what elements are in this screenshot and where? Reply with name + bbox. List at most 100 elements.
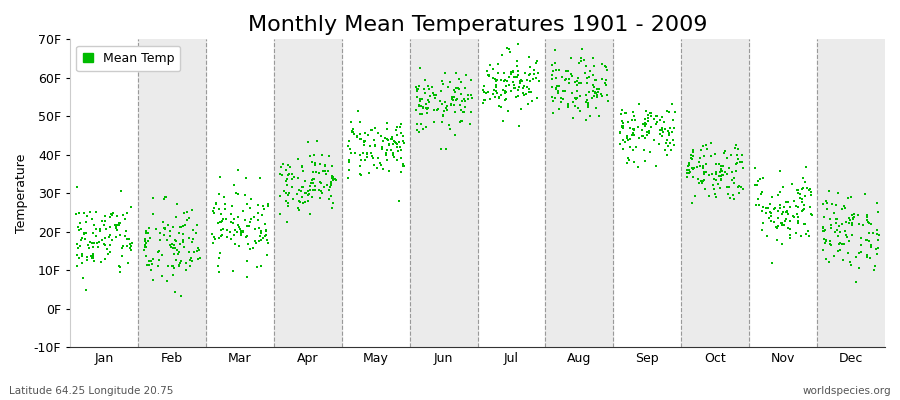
Point xyxy=(697,153,711,160)
Point xyxy=(598,80,613,86)
Point xyxy=(506,68,520,74)
Point xyxy=(248,213,262,220)
Point xyxy=(628,144,643,150)
Point xyxy=(522,86,536,93)
Point xyxy=(296,200,310,206)
Point xyxy=(457,98,472,104)
Point xyxy=(756,175,770,181)
Point xyxy=(341,175,356,182)
Point xyxy=(570,78,584,84)
Point xyxy=(661,128,675,134)
Point xyxy=(370,165,384,171)
Point xyxy=(554,95,569,101)
Point xyxy=(591,89,606,95)
Point xyxy=(684,152,698,159)
Point xyxy=(482,71,496,78)
Point xyxy=(638,116,652,122)
Point xyxy=(588,93,602,100)
Point xyxy=(501,82,516,88)
Point xyxy=(191,256,205,262)
Point xyxy=(579,63,593,69)
Point xyxy=(835,206,850,212)
Point xyxy=(450,96,464,102)
Point xyxy=(716,150,731,156)
Point xyxy=(524,88,538,95)
Point xyxy=(871,244,886,251)
Point xyxy=(624,124,638,131)
Point xyxy=(626,109,640,116)
Point xyxy=(824,201,839,208)
Point xyxy=(816,228,831,234)
Point xyxy=(248,226,263,232)
Point xyxy=(238,192,252,198)
Point xyxy=(428,95,442,101)
Point xyxy=(396,163,410,170)
Point xyxy=(362,170,376,176)
Point xyxy=(517,84,531,91)
Point xyxy=(281,200,295,206)
Point xyxy=(98,255,112,262)
Point xyxy=(786,213,800,220)
Point xyxy=(173,240,187,247)
Point xyxy=(654,132,669,139)
Point xyxy=(382,141,396,148)
Point xyxy=(507,82,521,88)
Point xyxy=(491,94,506,100)
Point xyxy=(174,293,188,299)
Point xyxy=(510,62,525,69)
Point xyxy=(788,230,803,237)
Point xyxy=(143,267,157,274)
Point xyxy=(257,233,272,239)
Point xyxy=(462,96,476,103)
Point xyxy=(573,92,588,99)
Point xyxy=(626,158,641,165)
Point xyxy=(123,247,138,254)
Point xyxy=(258,227,273,233)
Point xyxy=(723,195,737,201)
Point xyxy=(623,143,637,150)
Point xyxy=(70,184,85,190)
Point xyxy=(709,177,724,183)
Point xyxy=(493,77,508,84)
Point xyxy=(182,214,196,221)
Point xyxy=(84,253,98,260)
Point xyxy=(302,153,317,159)
Point xyxy=(184,207,199,214)
Point xyxy=(86,244,100,250)
Point xyxy=(680,163,695,169)
Point xyxy=(360,151,374,158)
Point xyxy=(728,145,742,152)
Point xyxy=(635,126,650,133)
Point xyxy=(722,184,736,190)
Point xyxy=(494,104,508,110)
Point xyxy=(169,200,184,207)
Point xyxy=(305,186,320,193)
Point xyxy=(476,100,491,106)
Point xyxy=(867,266,881,273)
Point xyxy=(793,195,807,201)
Point xyxy=(823,188,837,194)
Point xyxy=(783,226,797,232)
Point xyxy=(548,85,562,91)
Point xyxy=(243,204,257,211)
Point xyxy=(385,136,400,143)
Point xyxy=(496,117,510,124)
Point xyxy=(561,101,575,107)
Point xyxy=(520,84,535,90)
Point xyxy=(83,209,97,216)
Point xyxy=(544,76,559,82)
Point xyxy=(844,262,859,268)
Point xyxy=(516,90,530,96)
Point xyxy=(796,207,811,213)
Point xyxy=(823,241,837,247)
Point xyxy=(748,165,762,171)
Point xyxy=(464,109,479,116)
Point xyxy=(205,240,220,246)
Point xyxy=(845,212,859,218)
Point xyxy=(864,220,878,227)
Point xyxy=(176,231,191,238)
Point xyxy=(249,264,264,270)
Point xyxy=(732,190,746,197)
Point xyxy=(278,167,293,174)
Point xyxy=(283,171,297,177)
